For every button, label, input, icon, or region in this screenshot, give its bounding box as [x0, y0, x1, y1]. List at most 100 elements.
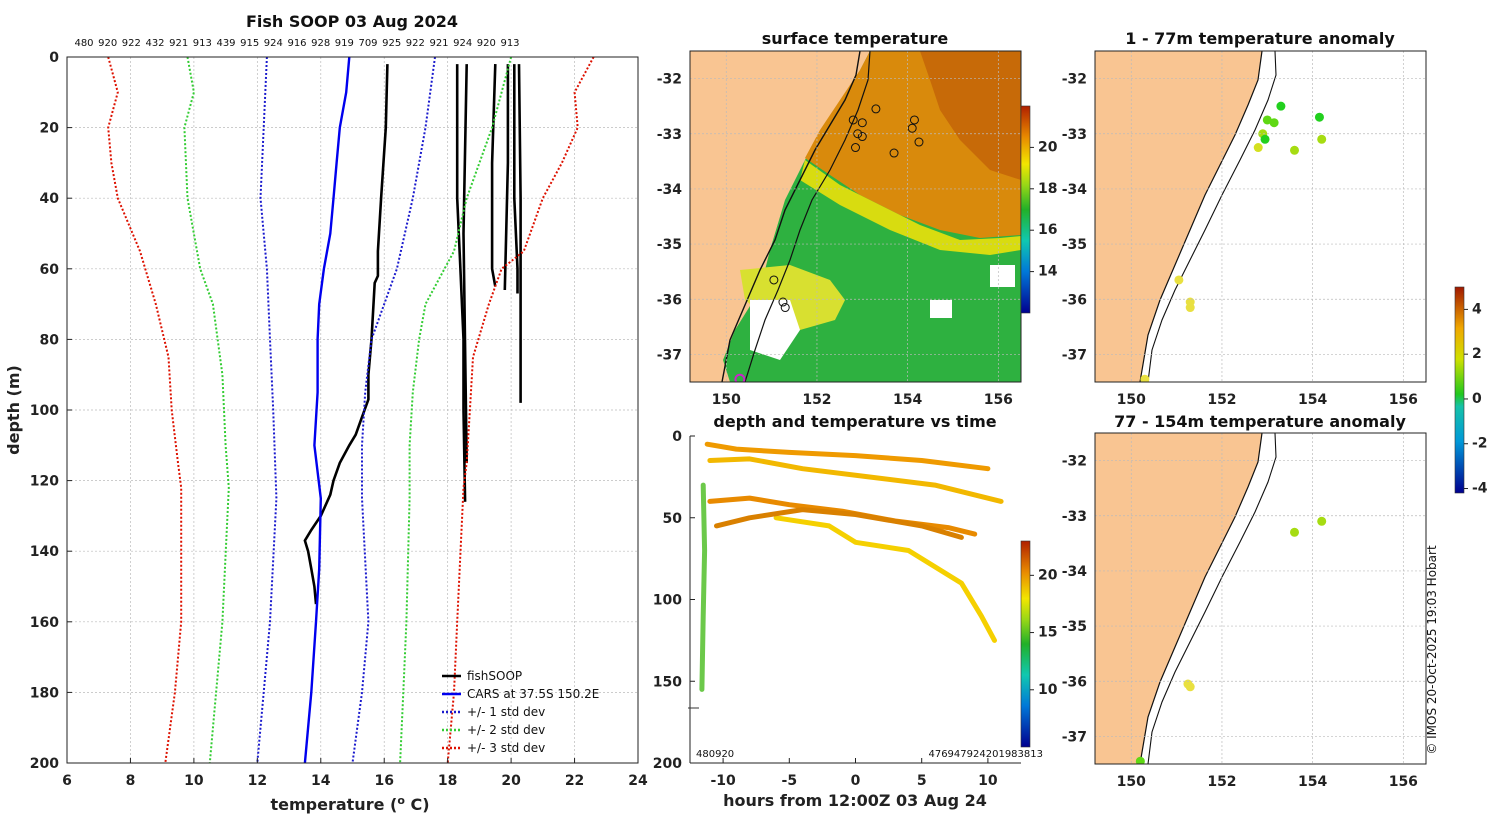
- depthtime-ytick-label: 100: [653, 593, 682, 609]
- sst-colorbar: [1020, 105, 1031, 314]
- sst-ytick-label: -37: [657, 347, 682, 363]
- profile-xtick-label: 8: [126, 773, 136, 789]
- anom2-map: [1095, 433, 1327, 764]
- profile-ytick-label: 20: [40, 121, 60, 137]
- anom1-point: [1276, 101, 1286, 111]
- legend-std3: +/- 3 std dev: [467, 741, 545, 755]
- anom2-axes-box: [1094, 432, 1427, 765]
- sst-station: [778, 297, 788, 307]
- anom1-grid: [1095, 51, 1426, 382]
- sst-ytick-label: -32: [657, 72, 682, 88]
- anom2-ytick-label: -32: [1062, 454, 1087, 470]
- anom-cbtick-label: -2: [1472, 436, 1488, 452]
- anom1-xtick-label: 150: [1117, 392, 1146, 408]
- profile-series-line: [303, 64, 389, 605]
- anom1-point: [1262, 115, 1272, 125]
- anom2-panel: 77 - 154m temperature anomaly 150 152 154 1…: [1062, 286, 1488, 790]
- depthtime-xlabel: hours from 12:00Z 03 Aug 24: [723, 791, 987, 810]
- profile-xtick-label: 20: [501, 773, 521, 789]
- sst-stations: [734, 104, 924, 382]
- anom1-point: [1317, 134, 1327, 144]
- depthtime-series-line: [699, 482, 708, 692]
- profile-ytick-label: 160: [30, 615, 59, 631]
- anom1-ytick-label: -32: [1062, 72, 1087, 88]
- anom-cbtick-label: 0: [1472, 391, 1482, 407]
- profile-xtick-label: 14: [311, 773, 331, 789]
- anom2-ytick-label: -36: [1062, 674, 1087, 690]
- anom1-title: 1 - 77m temperature anomaly: [1125, 29, 1395, 48]
- profile-series-line: [455, 64, 467, 502]
- sst-cbtick-label: 18: [1038, 181, 1057, 197]
- sst-map: [690, 51, 1021, 382]
- sst-station: [857, 118, 867, 128]
- profile-xtick-label: 16: [374, 773, 393, 789]
- sst-station: [871, 104, 881, 114]
- anom1-coastline: [1139, 51, 1263, 382]
- anom1-ytick-label: -35: [1062, 237, 1087, 253]
- anom-cbtick-label: 4: [1472, 301, 1482, 317]
- sst-colorbar-ticks: 14 16 18 20: [1030, 139, 1058, 280]
- profile-series-line: [446, 57, 595, 763]
- anom2-isobath: [1147, 433, 1277, 764]
- profile-ytick-label: 200: [30, 756, 59, 772]
- profile-ytick-label: 0: [49, 50, 59, 66]
- anom2-ytick-label: -37: [1062, 729, 1087, 745]
- figure-title: Fish SOOP 03 Aug 2024: [246, 12, 458, 31]
- anom1-ytick-label: -34: [1062, 182, 1088, 198]
- anom1-point: [1314, 112, 1324, 122]
- profile-ytick-label: 80: [40, 332, 60, 348]
- anom2-title: 77 - 154m temperature anomaly: [1114, 412, 1406, 431]
- legend-fishsoop: fishSOOP: [467, 669, 522, 683]
- sst-ytick-label: -36: [657, 292, 682, 308]
- depthtime-xtick-label: 5: [917, 773, 927, 789]
- profile-series-line: [351, 57, 436, 763]
- sst-ticks: 150 152 154 156 -32 -33 -34 -35 -36 -37: [657, 72, 1013, 408]
- anom1-points: [1140, 101, 1327, 382]
- anom1-ytick-label: -37: [1062, 347, 1087, 363]
- depthtime-colorbar: [1020, 540, 1031, 748]
- profile-xlabel: temperature (o C): [270, 794, 429, 814]
- anom1-point: [1260, 134, 1270, 144]
- depthtime-xtick-label: -5: [782, 773, 798, 789]
- anom1-point: [1185, 303, 1195, 313]
- anom2-point: [1185, 682, 1195, 692]
- depthtime-cbtick-label: 20: [1038, 567, 1058, 583]
- depthtime-xtick-label: -10: [710, 773, 736, 789]
- anom2-point: [1135, 756, 1145, 764]
- anom-cbtick-label: 2: [1472, 346, 1482, 362]
- anom1-map: [1095, 51, 1327, 382]
- depthtime-bottom-right-label: 476947924201983813: [928, 749, 1043, 760]
- sst-cloud-gap-2: [930, 300, 952, 318]
- profile-series-line: [303, 57, 351, 763]
- depthtime-series-line: [714, 507, 964, 540]
- sst-station: [851, 143, 860, 153]
- sst-front: [800, 160, 1021, 255]
- profile-top-label: 920: [477, 38, 496, 49]
- profile-xtick-label: 18: [438, 773, 457, 789]
- profile-xtick-label: 22: [565, 773, 584, 789]
- anom1-land: [1095, 51, 1262, 382]
- sst-xtick-label: 152: [802, 392, 831, 408]
- anom-colorbar-ticks: 4 2 0 -2 -4: [1464, 301, 1488, 497]
- profile-top-label: 928: [311, 38, 330, 49]
- anom1-xtick-label: 152: [1207, 392, 1236, 408]
- depthtime-cbtick-label: 10: [1038, 682, 1058, 698]
- depthtime-series-line: [707, 456, 1004, 504]
- profile-ytick-label: 120: [30, 474, 59, 490]
- sst-xtick-label: 156: [984, 392, 1013, 408]
- anom2-points: [1135, 516, 1327, 764]
- profile-xtick-label: 24: [628, 773, 648, 789]
- anom1-axes-box: [1094, 50, 1427, 383]
- profile-top-label: 925: [382, 38, 401, 49]
- profile-top-label: 920: [98, 38, 117, 49]
- depthtime-ytick-label: 150: [653, 674, 682, 690]
- profile-top-label: 919: [335, 38, 354, 49]
- profile-top-label: 913: [500, 38, 519, 49]
- anom-colorbar: [1454, 286, 1465, 494]
- profile-ytick-label: 140: [30, 544, 59, 560]
- profile-series-line: [512, 64, 519, 294]
- profile-ytick-label: 60: [40, 262, 60, 278]
- depthtime-title: depth and temperature vs time: [713, 412, 996, 431]
- profile-top-label: 480: [74, 38, 93, 49]
- profile-ticks: 6 8 10 12 14 16 18 20 22 24 0 20 40 60 80 100 120 140 160 1…: [30, 50, 648, 789]
